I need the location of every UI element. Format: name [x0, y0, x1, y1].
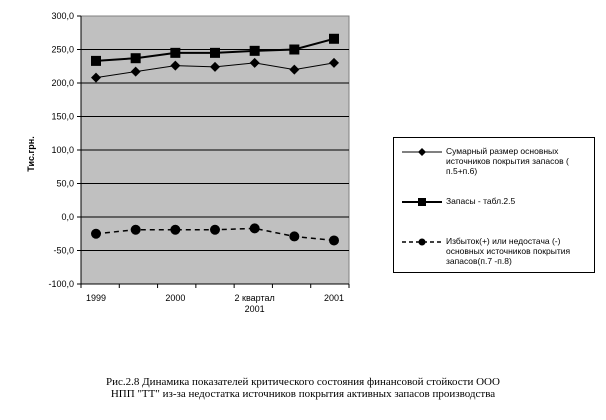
axes — [77, 15, 350, 288]
data-point-circle — [91, 228, 101, 239]
markers — [91, 33, 339, 246]
data-point-circle — [170, 224, 181, 235]
caption-line-1: Рис.2.8 Динамика показателей критическог… — [106, 376, 500, 388]
y-tick-label: -100,0 — [48, 279, 74, 289]
y-tick-label: 100,0 — [51, 145, 74, 155]
legend-item-summary: Сумарный размер основных источников покр… — [394, 146, 594, 186]
y-axis-label: Тис.грн. — [26, 136, 36, 171]
y-tick-label: 0,0 — [61, 212, 74, 222]
data-point-circle — [130, 224, 141, 235]
figure-caption: Рис.2.8 Динамика показателей критическог… — [0, 376, 606, 400]
data-point-circle — [249, 223, 260, 234]
caption-line-2: НПП "ТТ" из-за недостатка источников пок… — [110, 388, 496, 400]
data-point-circle — [329, 235, 339, 246]
data-point-diamond — [130, 66, 141, 77]
legend-label-surplus: Избыток(+) или недостача (-) основных ис… — [446, 236, 571, 266]
legend-label-stocks: Запасы - табл.2.5 — [446, 196, 516, 206]
data-point-circle — [289, 231, 300, 242]
y-tick-label: 300,0 — [51, 11, 74, 21]
legend-square-icon — [402, 198, 442, 206]
data-point-square — [249, 45, 260, 56]
x-tick-label: 2000 — [165, 293, 185, 303]
y-tick-label: 200,0 — [51, 78, 74, 88]
gridlines — [81, 49, 349, 251]
data-point-diamond — [170, 60, 181, 71]
legend-item-surplus: Избыток(+) или недостача (-) основных ис… — [394, 236, 594, 276]
data-point-diamond — [249, 57, 260, 68]
legend-circle-icon — [402, 238, 442, 246]
chart: 300,0 250,0 200,0 150,0 100,0 50,0 0,0 -50,0 -10… — [26, 11, 350, 314]
data-point-square — [210, 47, 220, 58]
data-point-diamond — [91, 72, 101, 83]
data-point-diamond — [210, 61, 220, 72]
y-tick-label: 150,0 — [51, 112, 74, 122]
data-point-square — [170, 47, 181, 58]
data-point-square — [329, 33, 339, 44]
y-tick-label: -50,0 — [53, 246, 74, 256]
data-point-square — [130, 53, 141, 64]
legend-item-stocks: Запасы - табл.2.5 — [394, 196, 594, 236]
legend-label-summary: Сумарный размер основных источников покр… — [446, 146, 569, 176]
data-point-diamond — [289, 64, 300, 75]
data-point-square — [91, 55, 101, 66]
y-tick-labels: 300,0 250,0 200,0 150,0 100,0 50,0 0,0 -50,0 -10… — [48, 11, 74, 289]
data-point-square — [289, 44, 300, 55]
data-point-circle — [210, 224, 220, 235]
data-point-diamond — [329, 57, 339, 68]
x-tick-label: 2 квартал — [235, 293, 275, 303]
x-tick-label: 2001 — [245, 304, 265, 314]
y-tick-label: 250,0 — [51, 45, 74, 55]
legend: Сумарный размер основных источников покр… — [393, 137, 595, 273]
y-tick-label: 50,0 — [56, 179, 74, 189]
x-tick-label: 1999 — [86, 293, 106, 303]
legend-diamond-icon — [402, 148, 442, 156]
x-tick-label: 2001 — [324, 293, 344, 303]
